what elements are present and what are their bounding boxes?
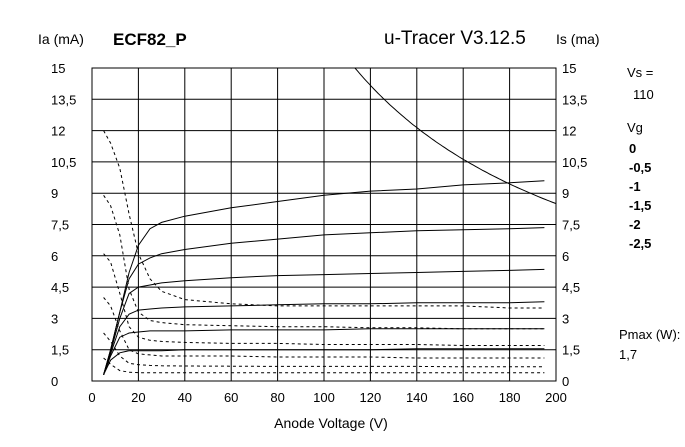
y-tick-label-right: 15 xyxy=(562,61,576,76)
y-tick-label-right: 0 xyxy=(562,374,569,389)
vg-value: 0 xyxy=(629,141,636,156)
y-tick-label-right: 3 xyxy=(562,311,569,326)
vg-value: -2 xyxy=(629,217,641,232)
vg-label: Vg xyxy=(627,120,643,135)
y-tick-label-left: 6 xyxy=(51,249,58,264)
x-tick-label: 160 xyxy=(452,390,474,405)
x-tick-label: 180 xyxy=(499,390,521,405)
pmax-label: Pmax (W): xyxy=(619,327,680,342)
x-tick-labels: 0 20 40 60 80 100 120 140 160 180 200 xyxy=(88,390,566,405)
ylabel-left: Ia (mA) xyxy=(38,31,84,47)
y-tick-label-right: 6 xyxy=(562,249,569,264)
anode-current-curve xyxy=(103,227,545,375)
vg-value: -1 xyxy=(629,179,641,194)
x-tick-label: 60 xyxy=(224,390,238,405)
y-tick-label-left: 10,5 xyxy=(51,155,76,170)
x-tick-label: 20 xyxy=(131,390,145,405)
grid xyxy=(91,67,557,382)
y-tick-label-left: 7,5 xyxy=(51,218,69,233)
y-tick-label-right: 9 xyxy=(562,186,569,201)
plot-frame xyxy=(91,67,557,382)
screen-current-curve xyxy=(103,195,545,330)
curves xyxy=(103,67,557,375)
pmax-curve xyxy=(354,67,557,205)
x-tick-label: 0 xyxy=(88,390,95,405)
ylabel-right: Is (ma) xyxy=(556,31,600,47)
y-tick-label-left: 0 xyxy=(51,374,58,389)
screen-current-curve xyxy=(103,297,545,359)
x-tick-label: 40 xyxy=(178,390,192,405)
vg-value: -0,5 xyxy=(629,160,651,175)
chart-title: u-Tracer V3.12.5 xyxy=(384,28,526,49)
screen-current-curve xyxy=(103,253,545,346)
vg-value: -2,5 xyxy=(629,236,651,251)
anode-current-curve xyxy=(103,301,545,375)
y-tick-label-right: 13,5 xyxy=(562,92,587,107)
y-tick-label-right: 4,5 xyxy=(562,280,580,295)
x-tick-label: 80 xyxy=(270,390,284,405)
y-tick-label-left: 3 xyxy=(51,311,58,326)
anode-current-curve xyxy=(103,348,545,375)
anode-current-curve xyxy=(103,268,545,375)
y-tick-labels-right: 0 1,5 3 4,5 6 7,5 9 10,5 12 13,5 15 xyxy=(562,61,587,389)
x-tick-label: 200 xyxy=(545,390,567,405)
anode-current-curve xyxy=(103,180,545,375)
x-tick-label: 140 xyxy=(406,390,428,405)
y-tick-label-right: 10,5 xyxy=(562,155,587,170)
y-tick-label-left: 12 xyxy=(51,124,65,139)
y-tick-label-left: 9 xyxy=(51,186,58,201)
pmax-value: 1,7 xyxy=(619,347,637,362)
y-tick-label-left: 1,5 xyxy=(51,343,69,358)
vs-value: 110 xyxy=(633,87,654,102)
x-tick-label: 100 xyxy=(313,390,335,405)
tube-name: ECF82_P xyxy=(113,30,187,49)
screen-current-curve xyxy=(103,357,545,374)
y-tick-label-left: 4,5 xyxy=(51,280,69,295)
y-tick-label-right: 12 xyxy=(562,124,576,139)
y-tick-label-right: 7,5 xyxy=(562,218,580,233)
y-tick-labels-left: 0 1,5 3 4,5 6 7,5 9 10,5 12 13,5 15 xyxy=(51,61,76,389)
vg-value: -1,5 xyxy=(629,198,651,213)
x-axis-label: Anode Voltage (V) xyxy=(274,415,388,431)
y-tick-label-left: 13,5 xyxy=(51,92,76,107)
vs-label: Vs = xyxy=(627,65,653,80)
vg-legend-values: 0 -0,5 -1 -1,5 -2 -2,5 xyxy=(629,141,651,251)
x-tick-label: 120 xyxy=(360,390,382,405)
y-tick-label-left: 15 xyxy=(51,61,65,76)
y-tick-label-right: 1,5 xyxy=(562,343,580,358)
